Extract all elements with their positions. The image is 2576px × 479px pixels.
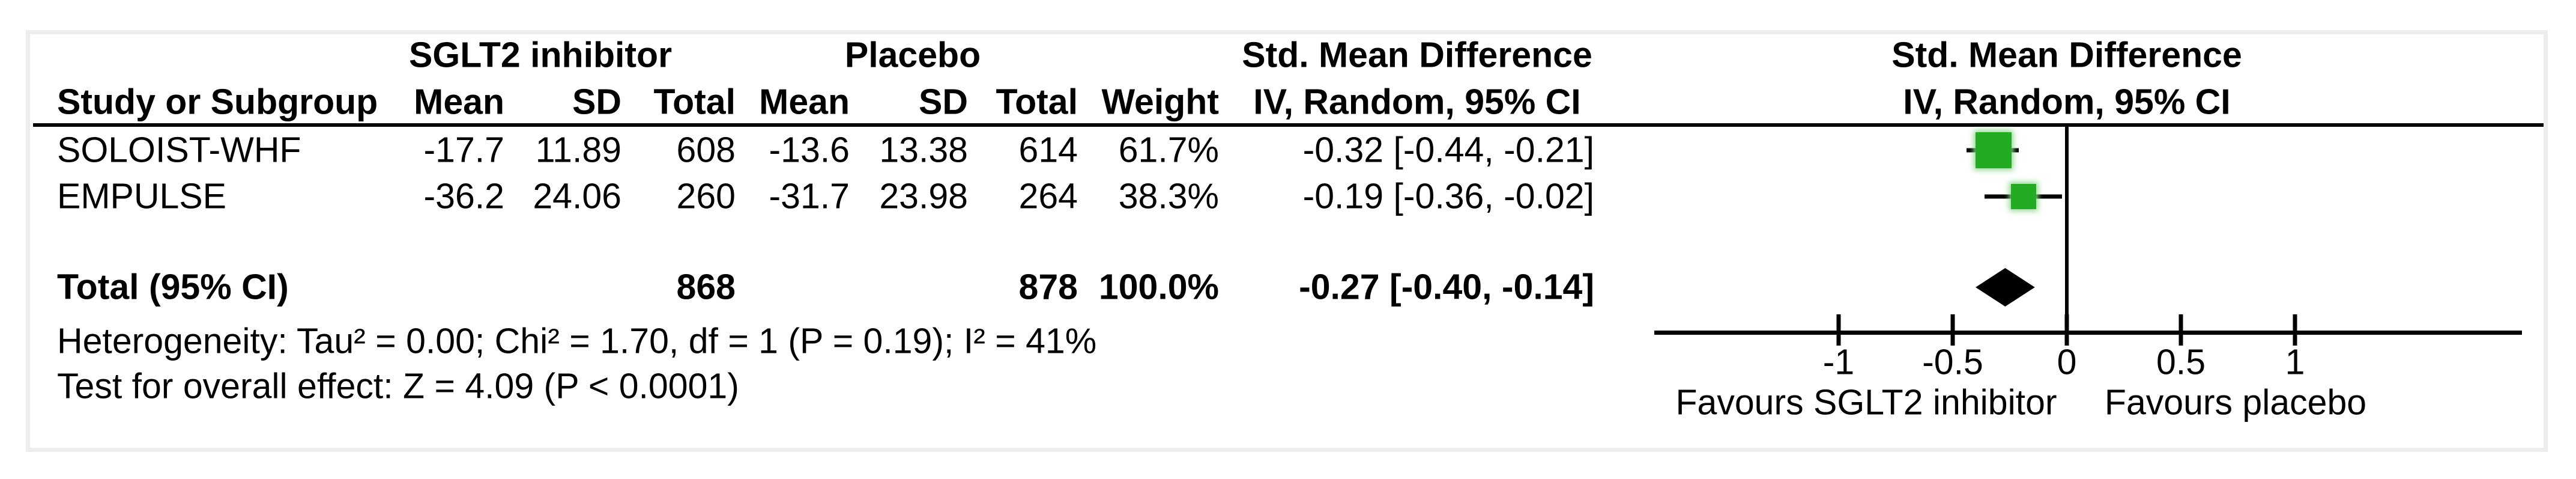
weight-value: 38.3%	[1118, 176, 1219, 216]
col-header-sd-treat: SD	[572, 82, 621, 122]
mean-placebo-value: -31.7	[769, 176, 850, 216]
x-axis-line	[1654, 331, 2522, 335]
mean-placebo-value: -13.6	[769, 130, 850, 170]
total-treat-value: 260	[676, 176, 736, 216]
favours-right-label: Favours placebo	[2104, 382, 2367, 423]
stat-column-header-line1: Std. Mean Difference	[1242, 35, 1592, 75]
axis-tick	[2178, 314, 2183, 346]
mean-treat-value: -36.2	[423, 176, 504, 216]
axis-tick-label: 0	[2057, 342, 2077, 382]
plot-column-header-line1: Std. Mean Difference	[1891, 35, 2242, 75]
group-header-placebo: Placebo	[844, 35, 981, 75]
axis-tick	[1950, 314, 1955, 346]
stat-column-header-line2: IV, Random, 95% CI	[1253, 82, 1581, 122]
mean-treat-value: -17.7	[423, 130, 504, 170]
study-name: SOLOIST-WHF	[57, 130, 301, 170]
study-weight-square	[1976, 132, 2012, 168]
col-header-mean-placebo: Mean	[759, 82, 850, 122]
col-header-study: Study or Subgroup	[57, 82, 378, 122]
ci-text-value: -0.32 [-0.44, -0.21]	[1302, 130, 1594, 170]
total-n-treat: 868	[676, 267, 736, 307]
header-divider-line	[33, 123, 2544, 127]
total-ci-text: -0.27 [-0.40, -0.14]	[1299, 267, 1594, 307]
figure-frame	[26, 30, 2548, 452]
total-n-placebo: 878	[1018, 267, 1078, 307]
col-header-mean-treat: Mean	[414, 82, 504, 122]
total-weight: 100.0%	[1098, 267, 1219, 307]
col-header-total-treat: Total	[653, 82, 736, 122]
study-weight-square	[2010, 184, 2036, 209]
weight-value: 61.7%	[1118, 130, 1219, 170]
axis-tick	[2064, 314, 2069, 346]
total-treat-value: 608	[676, 130, 736, 170]
ci-text-value: -0.19 [-0.36, -0.02]	[1302, 176, 1594, 216]
sd-placebo-value: 23.98	[879, 176, 968, 216]
axis-tick	[2293, 314, 2297, 346]
favours-left-label: Favours SGLT2 inhibitor	[1675, 382, 2057, 423]
sd-treat-value: 24.06	[533, 176, 621, 216]
zero-effect-line	[2065, 127, 2069, 332]
plot-column-header-line2: IV, Random, 95% CI	[1903, 82, 2231, 122]
col-header-sd-placebo: SD	[919, 82, 968, 122]
heterogeneity-note: Heterogeneity: Tau² = 0.00; Chi² = 1.70,…	[57, 321, 1097, 361]
axis-tick-label: 1	[2285, 342, 2305, 382]
axis-tick-label: -0.5	[1922, 342, 1983, 382]
sd-treat-value: 11.89	[535, 130, 621, 170]
total-row-label: Total (95% CI)	[57, 267, 289, 307]
col-header-weight: Weight	[1101, 82, 1219, 122]
group-header-treatment: SGLT2 inhibitor	[408, 35, 673, 75]
col-header-total-placebo: Total	[996, 82, 1078, 122]
overall-effect-note: Test for overall effect: Z = 4.09 (P < 0…	[57, 366, 739, 406]
total-placebo-value: 264	[1018, 176, 1078, 216]
total-placebo-value: 614	[1018, 130, 1078, 170]
axis-tick-label: -1	[1822, 342, 1855, 382]
axis-tick-label: 0.5	[2156, 342, 2206, 382]
study-name: EMPULSE	[57, 176, 226, 216]
sd-placebo-value: 13.38	[879, 130, 968, 170]
axis-tick	[1836, 314, 1841, 346]
